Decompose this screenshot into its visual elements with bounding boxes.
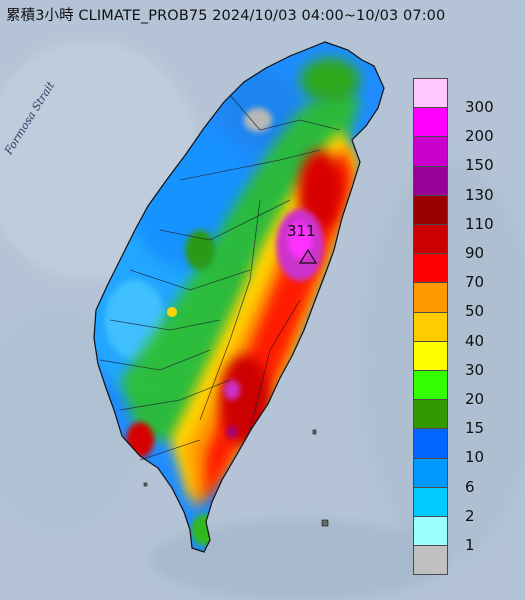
legend-label: 30: [465, 360, 485, 379]
max-value-label: 311: [287, 222, 316, 240]
legend-swatch: [413, 516, 448, 547]
legend-label: 15: [465, 419, 485, 438]
legend-swatch: [413, 224, 448, 255]
legend-swatch: [413, 136, 448, 167]
legend-swatch: [413, 545, 448, 576]
legend-swatch: [413, 457, 448, 488]
legend-label: 1: [465, 536, 475, 554]
offshore-islands: [143, 429, 329, 527]
legend-swatch: [413, 486, 448, 517]
legend-swatch: [413, 194, 448, 225]
legend-swatch: [413, 253, 448, 284]
map-title: 累積3小時 CLIMATE_PROB75 2024/10/03 04:00~10…: [6, 8, 446, 24]
legend-swatch: [413, 340, 448, 371]
legend-label: 2: [465, 506, 475, 525]
legend-swatch: [413, 78, 448, 109]
legend-label: 150: [465, 156, 494, 175]
legend-label: 40: [465, 331, 485, 350]
legend-label: 6: [465, 477, 475, 496]
legend-label: 20: [465, 390, 485, 408]
legend-swatch: [413, 107, 448, 138]
legend-swatch: [413, 399, 448, 430]
legend-swatch: [413, 282, 448, 313]
legend-label: 300: [465, 98, 494, 116]
max-marker-icon: [298, 248, 318, 264]
legend-label: 10: [465, 448, 485, 467]
legend-swatch: [413, 165, 448, 196]
legend-label: 130: [465, 185, 494, 204]
legend-swatch: [413, 428, 448, 459]
legend-swatch: [413, 311, 448, 342]
legend-label: 90: [465, 244, 485, 262]
legend-label: 200: [465, 127, 494, 146]
legend-label: 50: [465, 302, 485, 321]
legend-swatch: [413, 370, 448, 401]
legend-label: 70: [465, 273, 485, 292]
legend-label: 110: [465, 214, 494, 233]
